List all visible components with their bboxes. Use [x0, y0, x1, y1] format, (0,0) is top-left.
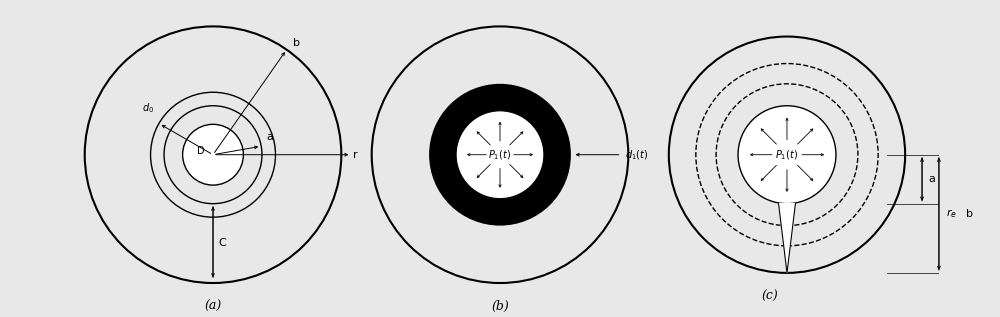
Text: $d_1(t)$: $d_1(t)$	[625, 148, 648, 162]
Text: (c): (c)	[762, 290, 778, 303]
Text: $P_1(t)$: $P_1(t)$	[775, 148, 799, 162]
Text: b: b	[966, 209, 973, 219]
Text: D: D	[197, 146, 205, 156]
Text: r: r	[353, 150, 358, 160]
Polygon shape	[779, 204, 795, 273]
Text: $P_1(t)$: $P_1(t)$	[488, 148, 512, 162]
Text: $r_e$: $r_e$	[946, 207, 957, 220]
Text: a: a	[266, 132, 273, 142]
Circle shape	[456, 111, 544, 199]
Circle shape	[183, 124, 243, 185]
Circle shape	[738, 106, 836, 204]
Circle shape	[429, 84, 571, 226]
Text: (b): (b)	[491, 300, 509, 313]
Text: C: C	[218, 238, 226, 248]
Text: b: b	[293, 38, 300, 48]
Text: (a): (a)	[204, 300, 222, 313]
Text: $d_0$: $d_0$	[142, 101, 154, 115]
Text: a: a	[929, 174, 936, 184]
